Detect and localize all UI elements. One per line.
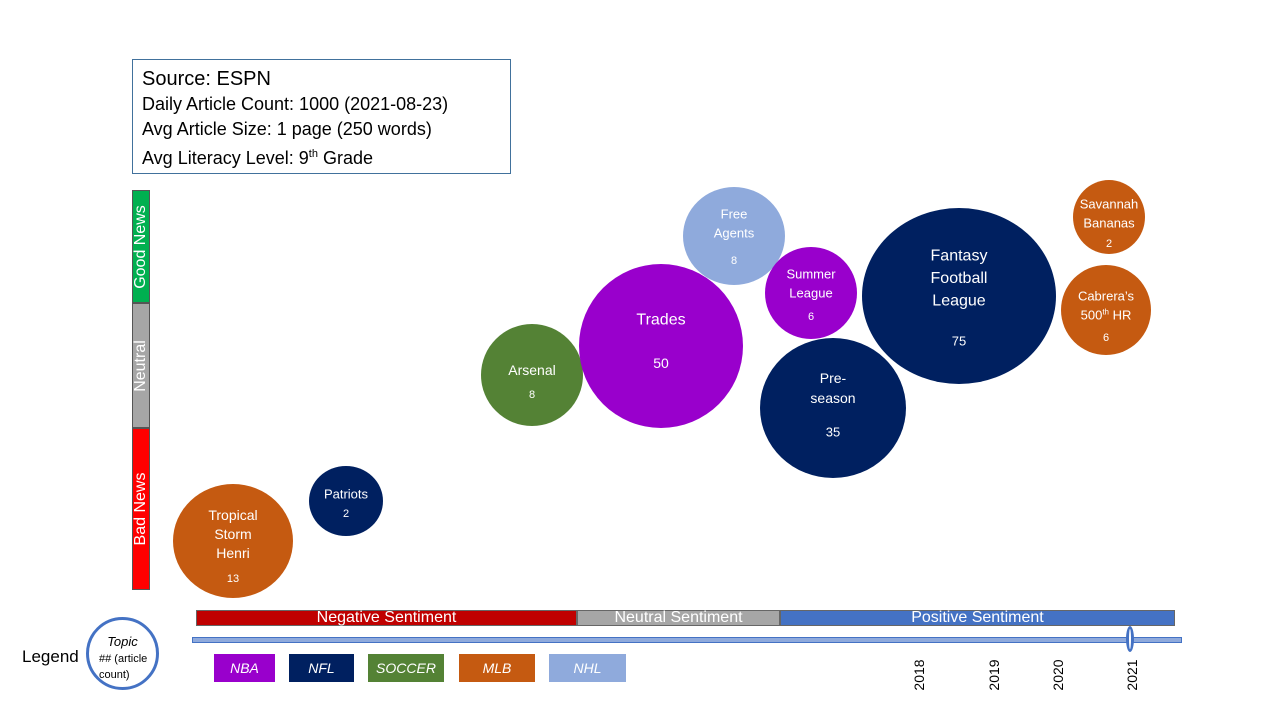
bubble-count: 6 <box>808 311 814 323</box>
bubble-fantasy-football-league[interactable]: Fantasy Football League 75 <box>862 208 1056 384</box>
year-label: 2021 <box>1124 659 1140 691</box>
legend-topic: Topic <box>107 634 138 649</box>
timeline-current-marker[interactable] <box>1126 626 1134 652</box>
negative-sentiment-bar: Negative Sentiment <box>196 610 577 626</box>
bubble-pre-season[interactable]: Pre-season 35 <box>760 338 906 478</box>
bubble-label: Cabrera’s 500th HR <box>1078 289 1135 323</box>
bubble-circle <box>173 484 293 598</box>
bubble-count: 2 <box>343 508 349 520</box>
bubble-label: Arsenal <box>508 362 555 378</box>
bubble-tropical-storm-henri[interactable]: Tropical Storm Henri 13 <box>173 484 293 598</box>
bubble-count: 6 <box>1103 332 1109 344</box>
bubble-label: Patriots <box>324 487 369 502</box>
good-news-bar: Good News <box>132 190 150 303</box>
legend-soccer-label: SOCCER <box>376 660 436 676</box>
legend-count: ## (article count) <box>99 651 159 683</box>
bubble-circle <box>309 466 383 536</box>
daily-article-count: Daily Article Count: 1000 (2021-08-23) <box>142 94 449 114</box>
bubble-count: 2 <box>1106 238 1112 250</box>
bubble-circle <box>1073 180 1145 254</box>
legend-mlb: MLB <box>459 654 535 682</box>
bubble-count: 8 <box>529 389 535 401</box>
bubble-free-agents[interactable]: Free Agents 8 <box>683 187 785 285</box>
bubble-trades[interactable]: Trades 50 <box>579 264 743 428</box>
avg-literacy-level: Avg Literacy Level: 9th Grade <box>142 142 510 171</box>
legend-mlb-label: MLB <box>482 660 512 676</box>
bubble-label: Fantasy Football League <box>931 248 988 310</box>
year-label: 2018 <box>911 659 927 691</box>
legend-bubble-key: Topic ## (article count) <box>86 617 159 690</box>
bubble-cabrera-s-500th-hr[interactable]: Cabrera’s 500th HR 6 <box>1061 265 1151 355</box>
bad-news-bar: Bad News <box>132 428 150 590</box>
neutral-news-bar: Neutral <box>132 303 150 428</box>
legend-nba: NBA <box>214 654 275 682</box>
legend-label: Legend <box>22 647 79 666</box>
avg-article-size: Avg Article Size: 1 page (250 words) <box>142 119 432 139</box>
timeline-bar <box>192 637 1182 643</box>
neutral-sentiment-label: Neutral Sentiment <box>614 609 743 626</box>
bubble-label: Savannah Bananas <box>1080 197 1139 231</box>
legend-count-line2: count) <box>99 669 130 681</box>
neutral-sentiment-bar: Neutral Sentiment <box>577 610 780 626</box>
legend-nhl-label: NHL <box>573 660 602 676</box>
bubble-count: 35 <box>826 425 840 440</box>
bubble-circle <box>862 208 1056 384</box>
literacy-prefix: Avg Literacy Level: 9 <box>142 148 309 168</box>
bubble-savannah-bananas[interactable]: Savannah Bananas 2 <box>1073 180 1145 254</box>
legend-nhl: NHL <box>549 654 626 682</box>
positive-sentiment-bar: Positive Sentiment <box>780 610 1175 626</box>
source-info-box: Source: ESPN Daily Article Count: 1000 (… <box>132 59 511 174</box>
bubble-circle <box>481 324 583 426</box>
bubble-label: Free Agents <box>714 207 755 241</box>
year-label: 2019 <box>986 659 1002 691</box>
bubble-label: Trades <box>636 312 685 329</box>
legend-nfl-label: NFL <box>308 660 335 676</box>
bubble-circle <box>765 247 857 339</box>
bubble-count: 13 <box>227 573 239 585</box>
source-title: Source: ESPN <box>142 68 271 90</box>
year-2019: 2019 <box>979 658 1009 692</box>
bubble-count: 75 <box>952 334 966 349</box>
bubble-label: Summer League <box>786 267 836 301</box>
bubble-circle <box>579 264 743 428</box>
bubble-summer-league[interactable]: Summer League 6 <box>765 247 857 339</box>
legend-soccer: SOCCER <box>368 654 444 682</box>
bubble-label: Pre-season <box>810 370 855 406</box>
bubble-circle <box>1061 265 1151 355</box>
legend-count-line1: ## (article <box>99 653 148 665</box>
legend-nfl: NFL <box>289 654 354 682</box>
bubble-count: 8 <box>731 255 737 267</box>
bubble-circle <box>760 338 906 478</box>
literacy-suffix: Grade <box>317 148 373 168</box>
bubble-label: Tropical Storm Henri <box>208 507 257 561</box>
bubble-circle <box>683 187 785 285</box>
year-2021: 2021 <box>1117 658 1147 692</box>
literacy-sup: th <box>308 148 318 160</box>
positive-sentiment-label: Positive Sentiment <box>911 609 1044 626</box>
legend-nba-label: NBA <box>230 660 259 676</box>
year-2018: 2018 <box>904 658 934 692</box>
year-label: 2020 <box>1050 659 1066 691</box>
negative-sentiment-label: Negative Sentiment <box>316 609 457 626</box>
bubble-arsenal[interactable]: Arsenal 8 <box>481 324 583 426</box>
year-2020: 2020 <box>1043 658 1073 692</box>
bubble-patriots[interactable]: Patriots 2 <box>309 466 383 536</box>
bubble-count: 50 <box>653 355 669 371</box>
